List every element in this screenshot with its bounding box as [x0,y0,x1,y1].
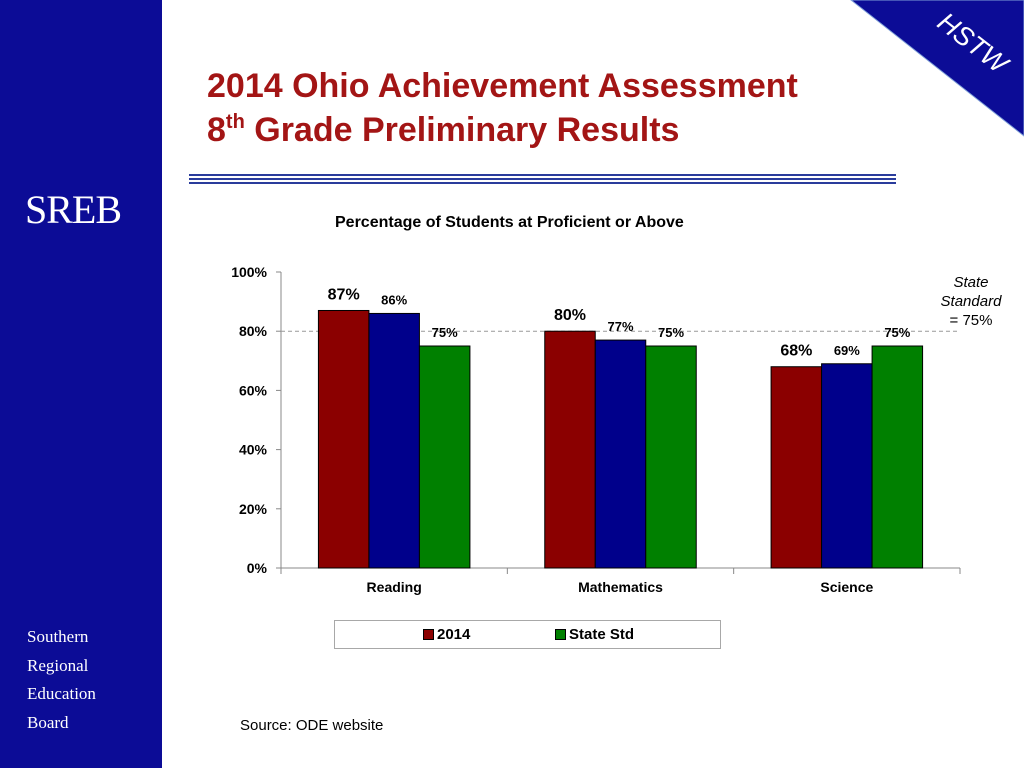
data-label: 77% [607,319,633,334]
bar [418,345,471,569]
bar [770,366,823,569]
bar [645,345,697,569]
bar [594,339,647,569]
data-label: 75% [658,325,684,340]
y-tick-label: 100% [231,264,267,280]
legend-swatch [423,629,434,640]
data-label: 69% [834,343,860,358]
x-category-label: Science [820,579,873,595]
legend-label: 2014 [437,626,471,643]
bar [871,345,924,569]
state-note-line: = 75% [949,312,993,329]
title-line-1: 2014 Ohio Achievement Assessment [207,67,798,105]
bar [317,309,370,569]
data-label: 86% [381,292,407,307]
legend-label: State Std [569,626,635,643]
chart-legend: 2014 State Std [334,620,721,649]
y-tick-label: 0% [247,560,268,576]
org-line: Board [27,712,69,732]
organization-name: Southern Regional Education Board [27,623,96,737]
legend-swatch [555,629,566,640]
bar [544,330,596,569]
title-line-2: 8th Grade Preliminary Results [207,108,798,152]
state-note-line: Standard [940,293,1002,310]
y-tick-label: 60% [239,382,268,398]
sidebar: SREB Southern Regional Education Board [0,0,162,768]
page-title: 2014 Ohio Achievement Assessment 8th Gra… [207,64,798,152]
y-tick-label: 20% [239,501,268,517]
data-label: 68% [780,343,812,360]
legend-item-state-std: State Std [555,626,634,643]
org-line: Southern [27,627,89,646]
legend-item-2014: 2014 [423,626,470,643]
x-category-label: Mathematics [578,579,663,595]
state-note-line: State [953,274,989,291]
title-divider [189,174,896,186]
chart-title: Percentage of Students at Proficient or … [335,214,684,231]
y-tick-label: 80% [239,323,268,339]
data-label: 75% [884,325,910,340]
state-standard-note: State Standard = 75% [928,273,1014,330]
data-label: 80% [554,307,586,324]
y-tick-label: 40% [239,442,268,458]
x-category-label: Reading [367,579,422,595]
org-line: Education [27,684,96,703]
sreb-logo: SREB [25,187,122,232]
source-note: Source: ODE website [240,717,384,734]
bar [821,363,873,569]
hstw-corner-badge: HSTW [850,0,1024,137]
title-line-2-text: Grade Preliminary Results [244,111,680,149]
org-line: Regional [27,655,89,675]
grade-suffix: th [225,111,245,133]
bar [368,312,420,569]
data-label: 87% [328,286,360,303]
grade-number: 8 [207,111,226,149]
data-label: 75% [432,325,458,340]
